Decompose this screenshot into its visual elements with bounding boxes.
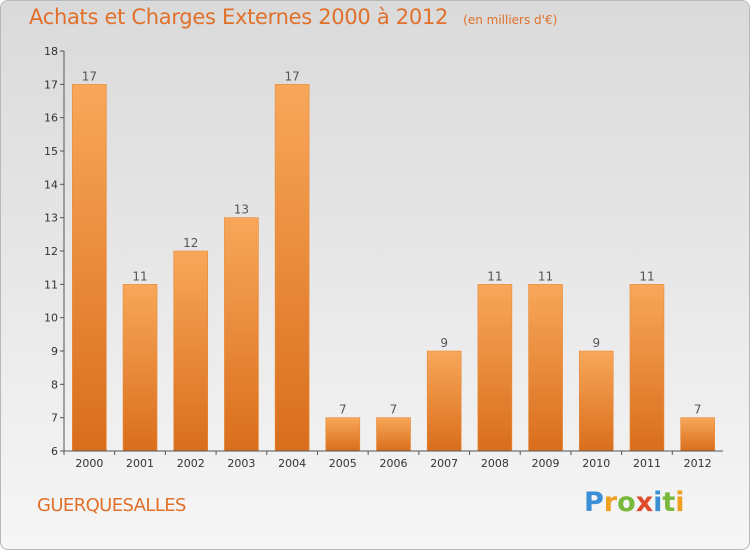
logo-letter: t bbox=[662, 487, 676, 518]
bar-2007 bbox=[426, 350, 462, 452]
logo-letter: i bbox=[653, 487, 663, 518]
bar-2009 bbox=[528, 284, 563, 452]
value-label-2007: 9 bbox=[440, 336, 448, 350]
bar-2004 bbox=[274, 84, 310, 452]
proxiti-logo: Proxiti bbox=[584, 487, 685, 518]
x-tick-label-2007: 2007 bbox=[430, 457, 458, 470]
x-tick-label-2010: 2010 bbox=[582, 457, 610, 470]
x-tick-label-2003: 2003 bbox=[227, 457, 255, 470]
commune-name: GUERQUESALLES bbox=[37, 495, 186, 516]
y-tick-label-17: 17 bbox=[44, 78, 58, 91]
y-tick-label-15: 15 bbox=[44, 145, 58, 158]
y-tick-label-6: 6 bbox=[51, 445, 58, 458]
bar-2003 bbox=[224, 217, 259, 452]
x-tick-label-2009: 2009 bbox=[532, 457, 560, 470]
value-label-2005: 7 bbox=[339, 403, 347, 417]
x-tick-label-2002: 2002 bbox=[177, 457, 205, 470]
chart-unit: (en milliers d'€) bbox=[463, 13, 558, 27]
bar-2002 bbox=[173, 250, 209, 452]
value-label-2009: 11 bbox=[538, 269, 553, 283]
bars-layer: 17 11 12 13 17 7 7 9 11 11 9 11 7 bbox=[72, 69, 715, 452]
axis-layer: 2000 2001 2002 2003 2004 2005 2006 2007 2008 2009… bbox=[44, 45, 723, 470]
bar-2001 bbox=[122, 284, 158, 452]
value-label-2004: 17 bbox=[284, 69, 299, 83]
bar-2000 bbox=[72, 84, 107, 452]
value-label-2006: 7 bbox=[390, 403, 398, 417]
logo-letter: P bbox=[584, 487, 604, 518]
y-tick-label-11: 11 bbox=[44, 278, 58, 291]
logo-letter: x bbox=[635, 487, 654, 518]
bar-2008 bbox=[477, 284, 513, 452]
bar-2006 bbox=[376, 417, 411, 452]
title-row: Achats et Charges Externes 2000 à 2012 (… bbox=[29, 5, 557, 29]
value-label-2001: 11 bbox=[132, 269, 147, 283]
x-tick-label-2012: 2012 bbox=[684, 457, 712, 470]
chart-title: Achats et Charges Externes 2000 à 2012 bbox=[29, 5, 449, 29]
bar-2005 bbox=[325, 417, 361, 452]
value-label-2010: 9 bbox=[592, 336, 600, 350]
y-tick-label-18: 18 bbox=[44, 45, 58, 58]
x-tick-label-2011: 2011 bbox=[633, 457, 661, 470]
logo-letter: i bbox=[675, 487, 685, 518]
value-label-2008: 11 bbox=[487, 269, 502, 283]
y-tick-label-10: 10 bbox=[44, 312, 58, 325]
logo-letter: r bbox=[603, 487, 618, 518]
y-tick-label-16: 16 bbox=[44, 112, 58, 125]
bar-2012 bbox=[680, 417, 715, 452]
x-tick-label-2004: 2004 bbox=[278, 457, 306, 470]
x-tick-label-2005: 2005 bbox=[329, 457, 357, 470]
bar-2011 bbox=[629, 284, 665, 452]
x-tick-label-2000: 2000 bbox=[75, 457, 103, 470]
logo-letter: o bbox=[617, 487, 636, 518]
x-tick-label-2006: 2006 bbox=[380, 457, 408, 470]
value-label-2011: 11 bbox=[639, 269, 654, 283]
value-label-2002: 12 bbox=[183, 236, 198, 250]
y-tick-label-13: 13 bbox=[44, 212, 58, 225]
y-tick-label-8: 8 bbox=[51, 378, 58, 391]
x-tick-label-2008: 2008 bbox=[481, 457, 509, 470]
y-tick-label-7: 7 bbox=[51, 412, 58, 425]
y-tick-label-14: 14 bbox=[44, 178, 58, 191]
y-tick-label-12: 12 bbox=[44, 245, 58, 258]
value-label-2000: 17 bbox=[82, 69, 97, 83]
bar-2010 bbox=[578, 350, 614, 452]
value-label-2012: 7 bbox=[694, 403, 702, 417]
y-tick-label-9: 9 bbox=[51, 345, 58, 358]
x-tick-label-2001: 2001 bbox=[126, 457, 154, 470]
value-label-2003: 13 bbox=[234, 203, 249, 217]
